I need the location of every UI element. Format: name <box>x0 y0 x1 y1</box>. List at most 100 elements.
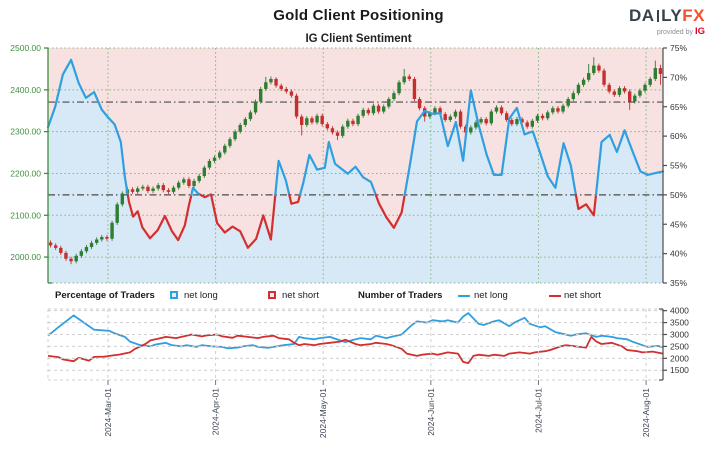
provided-by-text: provided by <box>656 29 694 36</box>
dailyfx-logo: DA LY FX provided by IG <box>629 7 705 37</box>
candle-body <box>243 119 248 125</box>
candle-body <box>566 99 570 106</box>
chart-legend: Percentage of Traders net long net short… <box>0 288 717 304</box>
candle-body <box>417 99 422 109</box>
candle-body <box>515 119 519 125</box>
sentiment-segment-net-long <box>403 89 578 196</box>
candle-body <box>576 84 581 94</box>
candle-body <box>192 180 196 186</box>
net-short-pct-swatch-icon <box>268 291 276 299</box>
candle-body <box>74 255 78 262</box>
candle-body <box>504 113 509 120</box>
net-long-percentage-line <box>46 58 665 249</box>
candle-body <box>141 186 145 189</box>
dailyfx-wordmark: DA LY FX <box>629 7 705 24</box>
sentiment-segment-net-short <box>210 193 277 249</box>
candle-body <box>187 179 191 186</box>
net-long-area <box>48 59 663 283</box>
candle-body <box>53 245 58 248</box>
sentiment-segment-net-long <box>46 58 129 196</box>
candle-body <box>586 73 591 80</box>
percentage-tick-label: 70% <box>670 72 687 82</box>
candle-body <box>335 132 340 136</box>
candle-body <box>489 111 494 124</box>
candle-body <box>238 124 242 132</box>
sentiment-segment-net-long <box>594 129 665 196</box>
date-tick-label: 2024-Jul-01 <box>533 388 543 433</box>
candle-body <box>197 175 201 181</box>
candle-body <box>525 122 529 127</box>
candle-body <box>228 139 232 146</box>
price-tick-label: 2500.00 <box>10 43 41 53</box>
candle-body <box>433 108 437 114</box>
candle-body <box>412 78 417 100</box>
candle-body <box>258 88 263 102</box>
date-axis: 2024-Mar-01 2024-Apr-01 2024-May-01 2024-Ju… <box>103 380 651 438</box>
candle-body <box>653 68 658 79</box>
chart-subtitle: IG Client Sentiment <box>305 33 412 45</box>
candle-body <box>320 115 324 125</box>
candle-body <box>69 258 73 262</box>
provided-by: provided by IG <box>629 27 705 37</box>
candle-body <box>499 107 504 114</box>
count-tick-label: 3500 <box>670 318 689 328</box>
candle-body <box>105 237 109 239</box>
count-tick-label: 1500 <box>670 365 689 375</box>
candle-body <box>356 115 360 125</box>
candle-body <box>407 76 412 79</box>
candle-body <box>602 70 606 85</box>
candle-body <box>253 101 258 113</box>
candle-body <box>110 222 114 239</box>
ig-logo: IG <box>694 26 705 37</box>
candle-body <box>202 167 207 176</box>
percentage-tick-label: 40% <box>670 249 687 259</box>
count-tick-label: 2500 <box>670 341 689 351</box>
candle-body <box>171 187 176 192</box>
candle-body <box>351 120 355 125</box>
candle-body <box>638 90 642 96</box>
percentage-tick-label: 50% <box>670 190 687 200</box>
price-tick-label: 2400.00 <box>10 85 41 95</box>
candle-body <box>146 186 150 192</box>
net-short-count-dash-icon <box>549 295 561 298</box>
candle-body <box>571 93 576 100</box>
candle-body <box>346 120 350 127</box>
candle-body <box>381 106 386 112</box>
candle-body <box>556 108 560 112</box>
sentiment-segment-net-short <box>288 193 302 205</box>
price-axis: 2500.00 2400.00 2300.00 2200.00 2100.00 2000.… <box>10 43 52 284</box>
date-tick-label: 2024-May-01 <box>318 388 328 438</box>
net-long-count-dash-icon <box>458 295 470 298</box>
candle-body <box>648 78 652 85</box>
candle-body <box>248 112 253 120</box>
candle-body <box>397 82 401 94</box>
candle-body <box>284 88 289 92</box>
candle-body <box>310 118 314 123</box>
candle-body <box>207 160 212 168</box>
candle-body <box>212 157 217 161</box>
candle-body <box>622 88 627 92</box>
candle-body <box>448 116 453 120</box>
sentiment-segment-net-long <box>298 140 377 196</box>
count-tick-label: 2000 <box>670 353 689 363</box>
candle-body <box>469 127 473 133</box>
price-tick-label: 2100.00 <box>10 210 41 220</box>
percentage-tick-label: 35% <box>670 278 687 288</box>
sentiment-segment-net-long <box>190 186 202 196</box>
candle-body <box>592 65 596 74</box>
sentiment-reference-lines <box>48 101 663 196</box>
candle-body <box>340 126 345 136</box>
candle-body <box>100 237 104 240</box>
candle-body <box>151 188 155 192</box>
candle-body <box>494 107 499 112</box>
date-tick-label: 2024-Mar-01 <box>103 388 113 437</box>
candle-body <box>135 188 140 192</box>
candle-body <box>376 105 381 112</box>
number-of-traders-chart <box>47 309 664 380</box>
traders-count-line-net-long <box>47 312 664 350</box>
candle-body <box>289 91 294 96</box>
sentiment-segment-net-short <box>574 193 598 217</box>
candle-body <box>217 152 222 158</box>
